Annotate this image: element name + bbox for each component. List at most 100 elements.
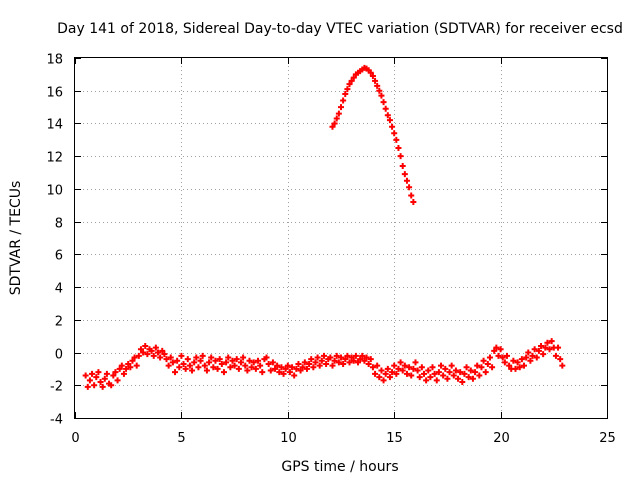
data-point (235, 365, 242, 372)
data-point (386, 374, 393, 381)
x-tick-label: 25 (599, 431, 616, 446)
data-point (352, 352, 359, 359)
data-point (97, 379, 104, 385)
data-point (227, 364, 234, 371)
data-point (472, 369, 479, 376)
data-point (369, 364, 376, 371)
data-point (533, 354, 540, 361)
data-point (335, 110, 342, 117)
data-point (263, 354, 270, 361)
y-tick-label: 14 (46, 118, 63, 133)
data-point (480, 357, 487, 364)
data-point (184, 356, 191, 363)
data-point (280, 370, 287, 377)
data-point (110, 372, 117, 379)
data-point (237, 359, 244, 366)
data-point (220, 369, 227, 376)
data-point (461, 370, 468, 377)
data-point (269, 359, 276, 366)
data-point (463, 364, 470, 371)
data-point (150, 352, 157, 359)
data-point (201, 362, 208, 369)
data-point (389, 369, 396, 376)
data-point (144, 351, 151, 358)
data-point (348, 354, 355, 361)
data-point (489, 364, 496, 371)
data-point (208, 354, 215, 361)
data-point (535, 347, 542, 354)
data-point (444, 375, 451, 382)
data-point (350, 357, 357, 364)
data-point (395, 145, 402, 151)
data-point (135, 352, 142, 359)
y-tick-label: 10 (46, 184, 63, 199)
data-point (465, 374, 472, 381)
data-point (233, 356, 240, 363)
data-point (123, 365, 130, 372)
data-point (382, 370, 389, 377)
data-point (157, 354, 164, 361)
data-point (197, 357, 204, 364)
data-point (548, 338, 555, 345)
data-point (86, 377, 93, 384)
y-tick-label: 12 (46, 151, 63, 166)
data-point (180, 361, 187, 367)
data-point (99, 383, 106, 390)
data-point (193, 354, 200, 361)
data-point (212, 357, 219, 364)
data-point (542, 344, 549, 351)
data-point (380, 99, 387, 106)
data-point (246, 357, 253, 364)
data-point (314, 354, 321, 361)
data-point (367, 69, 374, 76)
data-point (442, 365, 449, 372)
data-point (335, 359, 342, 366)
data-point (374, 82, 381, 89)
data-point (267, 367, 274, 374)
data-point (174, 357, 181, 364)
data-point (340, 361, 347, 367)
data-point (395, 365, 402, 372)
data-point (355, 359, 362, 366)
y-tick-label: 8 (55, 217, 63, 232)
data-point (116, 365, 123, 372)
data-point (361, 357, 368, 364)
data-point (382, 105, 389, 112)
data-point (346, 81, 353, 88)
data-point (286, 369, 293, 376)
data-point (152, 344, 159, 351)
data-point (499, 354, 506, 361)
data-point (289, 364, 296, 371)
data-point (420, 370, 427, 377)
data-point (329, 123, 336, 130)
data-point (399, 367, 406, 374)
data-point (469, 375, 476, 382)
data-point (172, 369, 179, 376)
y-tick-label: -2 (50, 380, 63, 395)
data-point (250, 359, 257, 366)
data-point (369, 73, 376, 79)
data-point (282, 365, 289, 372)
data-point (555, 344, 562, 351)
data-point (169, 359, 176, 366)
data-point (214, 365, 221, 372)
data-point (301, 359, 308, 366)
data-point (148, 347, 155, 354)
data-point (406, 364, 413, 371)
data-point (495, 352, 502, 359)
data-point (412, 359, 419, 366)
data-point (333, 352, 340, 359)
data-point (401, 171, 408, 178)
data-point (240, 354, 247, 361)
data-point (161, 351, 168, 358)
x-axis-title: GPS time / hours (281, 459, 398, 475)
data-point (525, 349, 532, 356)
data-point (93, 374, 100, 381)
data-point (557, 356, 564, 363)
data-point (401, 362, 408, 369)
data-point (491, 347, 498, 354)
data-point (446, 369, 453, 376)
data-point (501, 359, 508, 366)
data-point (484, 361, 491, 367)
data-point (544, 339, 551, 346)
